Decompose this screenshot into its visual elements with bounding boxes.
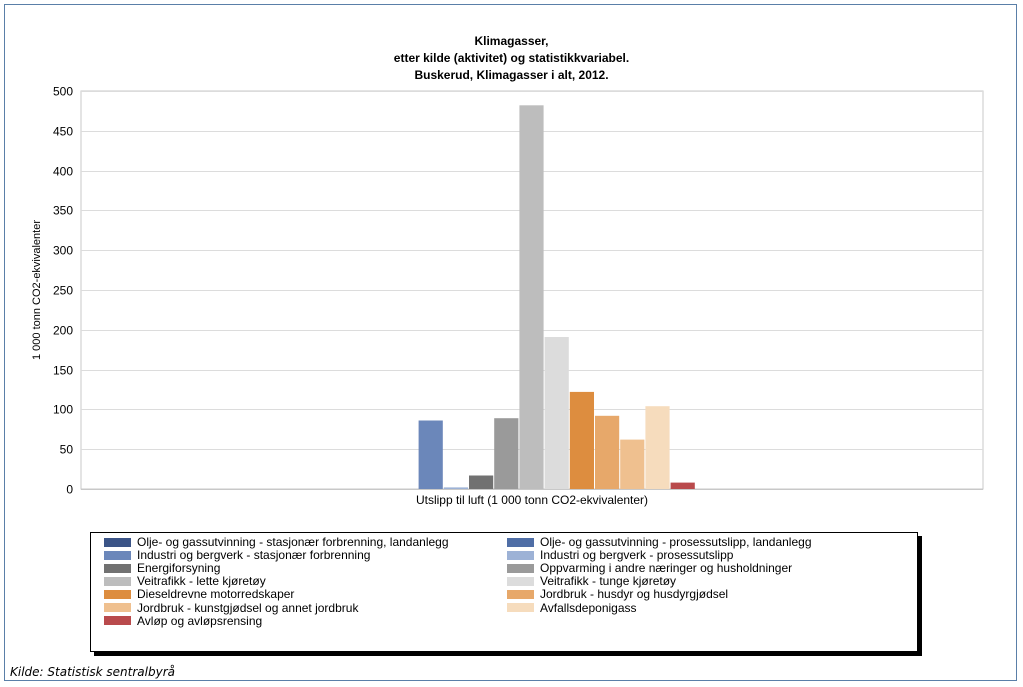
legend-swatch <box>507 589 534 599</box>
legend-item: Olje- og gassutvinning - stasjonær forbr… <box>104 535 449 549</box>
legend-swatch <box>507 576 534 586</box>
bar-4 <box>443 487 468 489</box>
legend-label: Avfallsdeponigass <box>540 600 637 615</box>
legend-item: Industri og bergverk - prosessutslipp <box>507 548 733 562</box>
bar-6 <box>494 418 519 489</box>
legend-swatch <box>104 563 131 573</box>
legend-item: Energiforsyning <box>104 561 220 575</box>
legend-label: Jordbruk - husdyr og husdyrgjødsel <box>540 587 729 602</box>
y-tick-label: 350 <box>53 204 73 218</box>
legend-label: Veitrafikk - lette kjøretøy <box>137 574 266 589</box>
chart-title-line-3: Buskerud, Klimagasser i alt, 2012. <box>414 68 609 82</box>
legend-swatch <box>104 550 131 560</box>
legend-item: Oppvarming i andre næringer og husholdni… <box>507 561 792 575</box>
legend-swatch <box>104 576 131 586</box>
legend-swatch <box>507 603 534 612</box>
legend-label: Jordbruk - kunstgjødsel og annet jordbru… <box>137 600 359 615</box>
legend-swatch <box>507 550 534 560</box>
legend-label: Industri og bergverk - stasjonær forbren… <box>137 548 371 563</box>
bar-9 <box>569 391 594 489</box>
legend-swatch <box>507 537 534 547</box>
bar-12 <box>645 406 670 489</box>
legend-label: Dieseldrevne motorredskaper <box>137 587 295 602</box>
y-tick-label: 250 <box>53 284 73 298</box>
legend-swatch <box>104 616 131 626</box>
legend-item: Avløp og avløpsrensing <box>104 614 262 628</box>
legend-item: Dieseldrevne motorredskaper <box>104 587 294 601</box>
legend-item: Jordbruk - husdyr og husdyrgjødsel <box>507 587 728 601</box>
legend-item: Olje- og gassutvinning - prosessutslipp,… <box>507 535 812 549</box>
legend-label: Oppvarming i andre næringer og husholdni… <box>540 561 793 576</box>
legend-swatch <box>507 563 534 573</box>
legend-label: Olje- og gassutvinning - stasjonær forbr… <box>137 535 449 549</box>
y-tick-label: 150 <box>53 364 73 378</box>
legend-item: Industri og bergverk - stasjonær forbren… <box>104 548 370 562</box>
legend-item: Jordbruk - kunstgjødsel og annet jordbru… <box>104 601 358 615</box>
legend-item: Avfallsdeponigass <box>507 601 637 615</box>
y-tick-label: 500 <box>53 85 73 99</box>
legend-item: Veitrafikk - tunge kjøretøy <box>507 574 676 588</box>
legend-label: Energiforsyning <box>137 561 221 576</box>
legend-label: Avløp og avløpsrensing <box>137 613 263 628</box>
legend-item: Veitrafikk - lette kjøretøy <box>104 574 266 588</box>
y-tick-label: 0 <box>66 483 73 497</box>
source-note: Kilde: Statistisk sentralbyrå <box>10 665 175 679</box>
legend-label: Veitrafikk - tunge kjøretøy <box>540 574 677 589</box>
bar-3 <box>418 420 443 489</box>
bar-11 <box>620 439 645 489</box>
y-tick-label: 200 <box>53 324 73 338</box>
chart-title-line-1: Klimagasser, <box>474 34 549 48</box>
bar-13 <box>670 482 695 489</box>
y-tick-label: 100 <box>53 403 73 417</box>
chart-plot: 0 50 100 150 200 250 300 350 400 450 500 1 000 tonn… <box>31 85 984 507</box>
bar-5 <box>469 475 494 489</box>
legend-swatch <box>104 537 131 547</box>
y-tick-label: 300 <box>53 244 73 258</box>
y-tick-label: 400 <box>53 165 73 179</box>
chart-title-line-2: etter kilde (aktivitet) og statistikkvar… <box>393 51 630 65</box>
legend-swatch <box>104 589 131 599</box>
bar-7 <box>519 105 544 490</box>
y-axis-label: 1 000 tonn CO2-ekvivalenter <box>31 220 43 360</box>
chart-title: Klimagasser, etter kilde (aktivitet) og … <box>0 33 1023 84</box>
bar-8 <box>544 337 569 489</box>
chart-legend: Olje- og gassutvinning - stasjonær forbr… <box>90 532 918 652</box>
y-tick-label: 450 <box>53 125 73 139</box>
legend-label: Industri og bergverk - prosessutslipp <box>540 548 734 563</box>
bar-10 <box>595 415 620 489</box>
x-category-label: Utslipp til luft (1 000 tonn CO2-ekvival… <box>416 493 648 507</box>
y-tick-label: 50 <box>60 443 74 457</box>
legend-swatch <box>104 603 131 612</box>
legend-label: Olje- og gassutvinning - prosessutslipp,… <box>540 535 812 549</box>
